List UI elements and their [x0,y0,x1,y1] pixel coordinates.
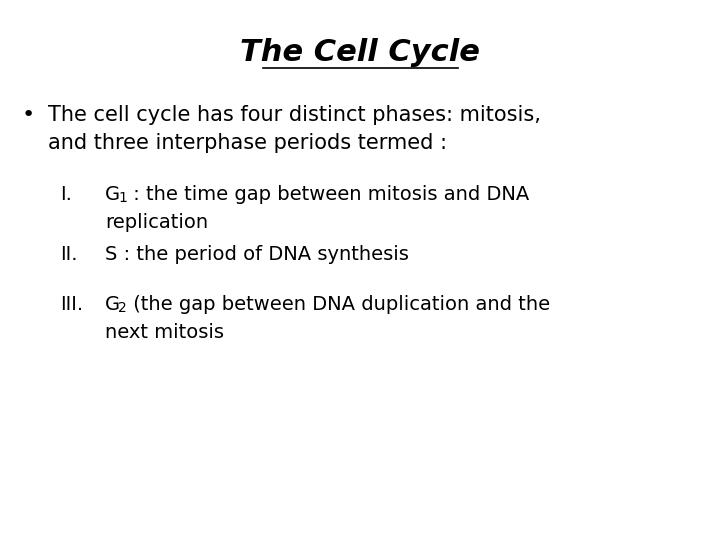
Text: 2: 2 [118,301,127,315]
Text: G: G [105,295,120,314]
Text: and three interphase periods termed :: and three interphase periods termed : [48,133,447,153]
Text: G: G [105,185,120,204]
Text: replication: replication [105,213,208,232]
Text: III.: III. [60,295,83,314]
Text: The Cell Cycle: The Cell Cycle [240,38,480,67]
Text: 1: 1 [118,191,127,205]
Text: I.: I. [60,185,72,204]
Text: •: • [22,105,35,125]
Text: II.: II. [60,245,78,264]
Text: next mitosis: next mitosis [105,323,224,342]
Text: S : the period of DNA synthesis: S : the period of DNA synthesis [105,245,409,264]
Text: : the time gap between mitosis and DNA: : the time gap between mitosis and DNA [127,185,529,204]
Text: The cell cycle has four distinct phases: mitosis,: The cell cycle has four distinct phases:… [48,105,541,125]
Text: (the gap between DNA duplication and the: (the gap between DNA duplication and the [127,295,550,314]
